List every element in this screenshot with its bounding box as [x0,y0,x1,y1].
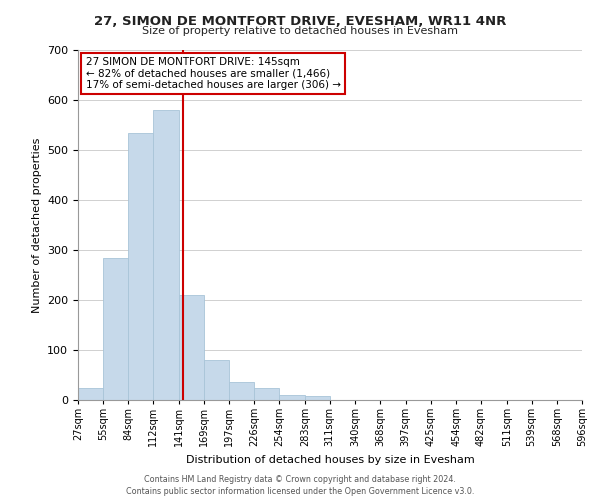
Bar [204,360,229,400]
Bar [153,110,179,400]
Text: 27, SIMON DE MONTFORT DRIVE, EVESHAM, WR11 4NR: 27, SIMON DE MONTFORT DRIVE, EVESHAM, WR… [94,15,506,28]
Bar [78,388,103,400]
Bar [229,382,254,400]
Bar [179,295,204,400]
Bar [254,388,279,400]
Bar [305,396,329,400]
Text: 27 SIMON DE MONTFORT DRIVE: 145sqm
← 82% of detached houses are smaller (1,466)
: 27 SIMON DE MONTFORT DRIVE: 145sqm ← 82%… [86,57,341,90]
Y-axis label: Number of detached properties: Number of detached properties [32,138,41,312]
Bar [103,258,128,400]
Text: Contains HM Land Registry data © Crown copyright and database right 2024.
Contai: Contains HM Land Registry data © Crown c… [126,474,474,496]
Bar [279,395,305,400]
Text: Size of property relative to detached houses in Evesham: Size of property relative to detached ho… [142,26,458,36]
X-axis label: Distribution of detached houses by size in Evesham: Distribution of detached houses by size … [185,454,475,464]
Bar [128,132,153,400]
